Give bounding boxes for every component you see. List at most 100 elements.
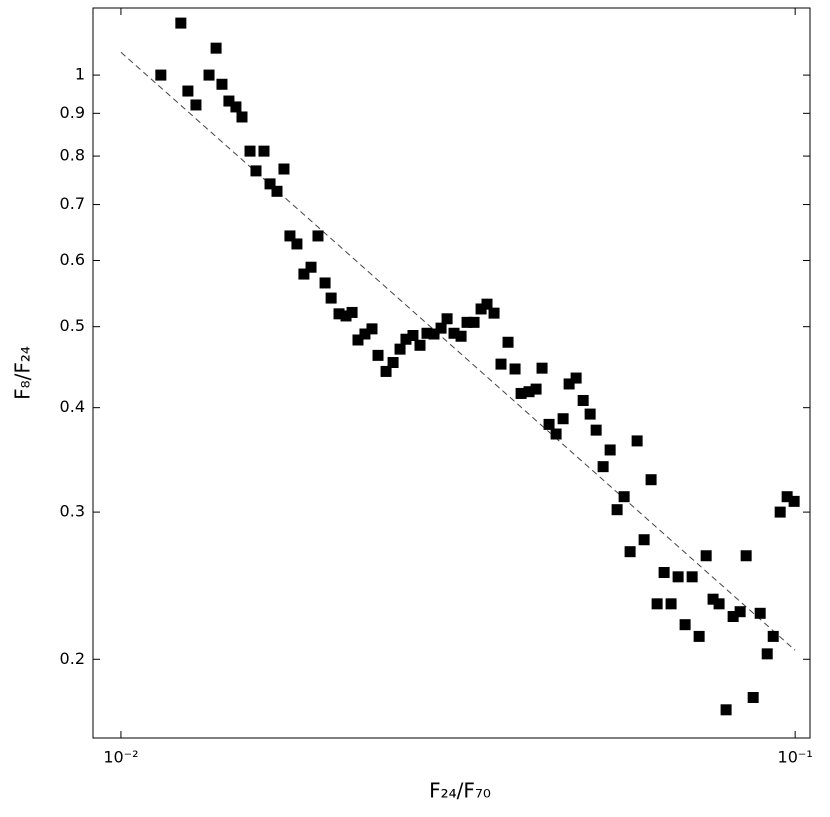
point xyxy=(284,230,296,242)
point xyxy=(394,343,406,355)
point xyxy=(740,550,752,562)
point xyxy=(570,372,582,384)
point xyxy=(372,349,384,361)
point xyxy=(333,308,345,320)
x-tick-label: 10⁻¹ xyxy=(778,748,813,767)
point xyxy=(278,163,290,175)
point xyxy=(624,546,636,558)
point xyxy=(216,78,228,90)
plot-frame xyxy=(92,7,811,739)
point xyxy=(774,506,786,518)
point xyxy=(530,383,542,395)
point xyxy=(475,303,487,315)
point xyxy=(679,619,691,631)
point xyxy=(319,277,331,289)
point xyxy=(584,408,596,420)
point xyxy=(700,550,712,562)
y-tick-label: 0.2 xyxy=(60,649,85,668)
point xyxy=(264,178,276,190)
point xyxy=(502,336,514,348)
point xyxy=(590,424,602,436)
point xyxy=(258,145,270,157)
point xyxy=(325,292,337,304)
point xyxy=(298,268,310,280)
point xyxy=(421,327,433,339)
x-tick-label: 10⁻² xyxy=(103,748,138,767)
point xyxy=(455,330,467,342)
point xyxy=(707,593,719,605)
point xyxy=(536,362,548,374)
x-axis-label: F₂₄/F₇₀ xyxy=(429,779,491,803)
point xyxy=(645,474,657,486)
y-tick-label: 0.7 xyxy=(60,194,85,213)
point xyxy=(523,386,535,398)
point xyxy=(631,435,643,447)
y-tick-label: 0.9 xyxy=(60,103,85,122)
point xyxy=(665,598,677,610)
point xyxy=(346,306,358,318)
point xyxy=(638,534,650,546)
fit-line xyxy=(120,51,796,651)
point xyxy=(611,504,623,516)
point xyxy=(618,491,630,503)
point xyxy=(658,567,670,579)
point xyxy=(604,444,616,456)
point xyxy=(271,185,283,197)
point xyxy=(236,111,248,123)
point xyxy=(488,307,500,319)
point xyxy=(340,310,352,322)
y-tick-label: 0.6 xyxy=(60,250,85,269)
point xyxy=(352,334,364,346)
y-tick-label: 0.5 xyxy=(60,316,85,335)
point xyxy=(597,461,609,473)
y-tick-label: 0.3 xyxy=(60,502,85,521)
point xyxy=(387,357,399,369)
point xyxy=(244,145,256,157)
point xyxy=(747,692,759,704)
point xyxy=(461,316,473,328)
point xyxy=(543,418,555,430)
point xyxy=(509,363,521,375)
point xyxy=(250,165,262,177)
point xyxy=(754,607,766,619)
point xyxy=(407,329,419,341)
point xyxy=(223,95,235,107)
point xyxy=(366,323,378,335)
point xyxy=(495,358,507,370)
y-tick-label: 0.8 xyxy=(60,146,85,165)
y-tick-label: 1 xyxy=(75,65,85,84)
point xyxy=(686,571,698,583)
point xyxy=(359,328,371,340)
point xyxy=(155,69,167,81)
point xyxy=(557,413,569,425)
point xyxy=(448,327,460,339)
point xyxy=(190,99,202,111)
point xyxy=(713,598,725,610)
point xyxy=(380,365,392,377)
point xyxy=(788,495,800,507)
point xyxy=(481,298,493,310)
point xyxy=(550,428,562,440)
point xyxy=(651,598,663,610)
point xyxy=(230,101,242,113)
point xyxy=(435,322,447,334)
point xyxy=(291,238,303,250)
point xyxy=(312,230,324,242)
point xyxy=(175,17,187,29)
y-axis-label: F₈/F₂₄ xyxy=(11,346,35,400)
point xyxy=(563,378,575,390)
point xyxy=(577,394,589,406)
point xyxy=(428,328,440,340)
point xyxy=(210,42,222,54)
point xyxy=(414,339,426,351)
point xyxy=(400,333,412,345)
point xyxy=(727,611,739,623)
point xyxy=(468,316,480,328)
point xyxy=(515,387,527,399)
point xyxy=(720,704,732,716)
point xyxy=(781,491,793,503)
point xyxy=(203,69,215,81)
point xyxy=(693,630,705,642)
point xyxy=(672,571,684,583)
